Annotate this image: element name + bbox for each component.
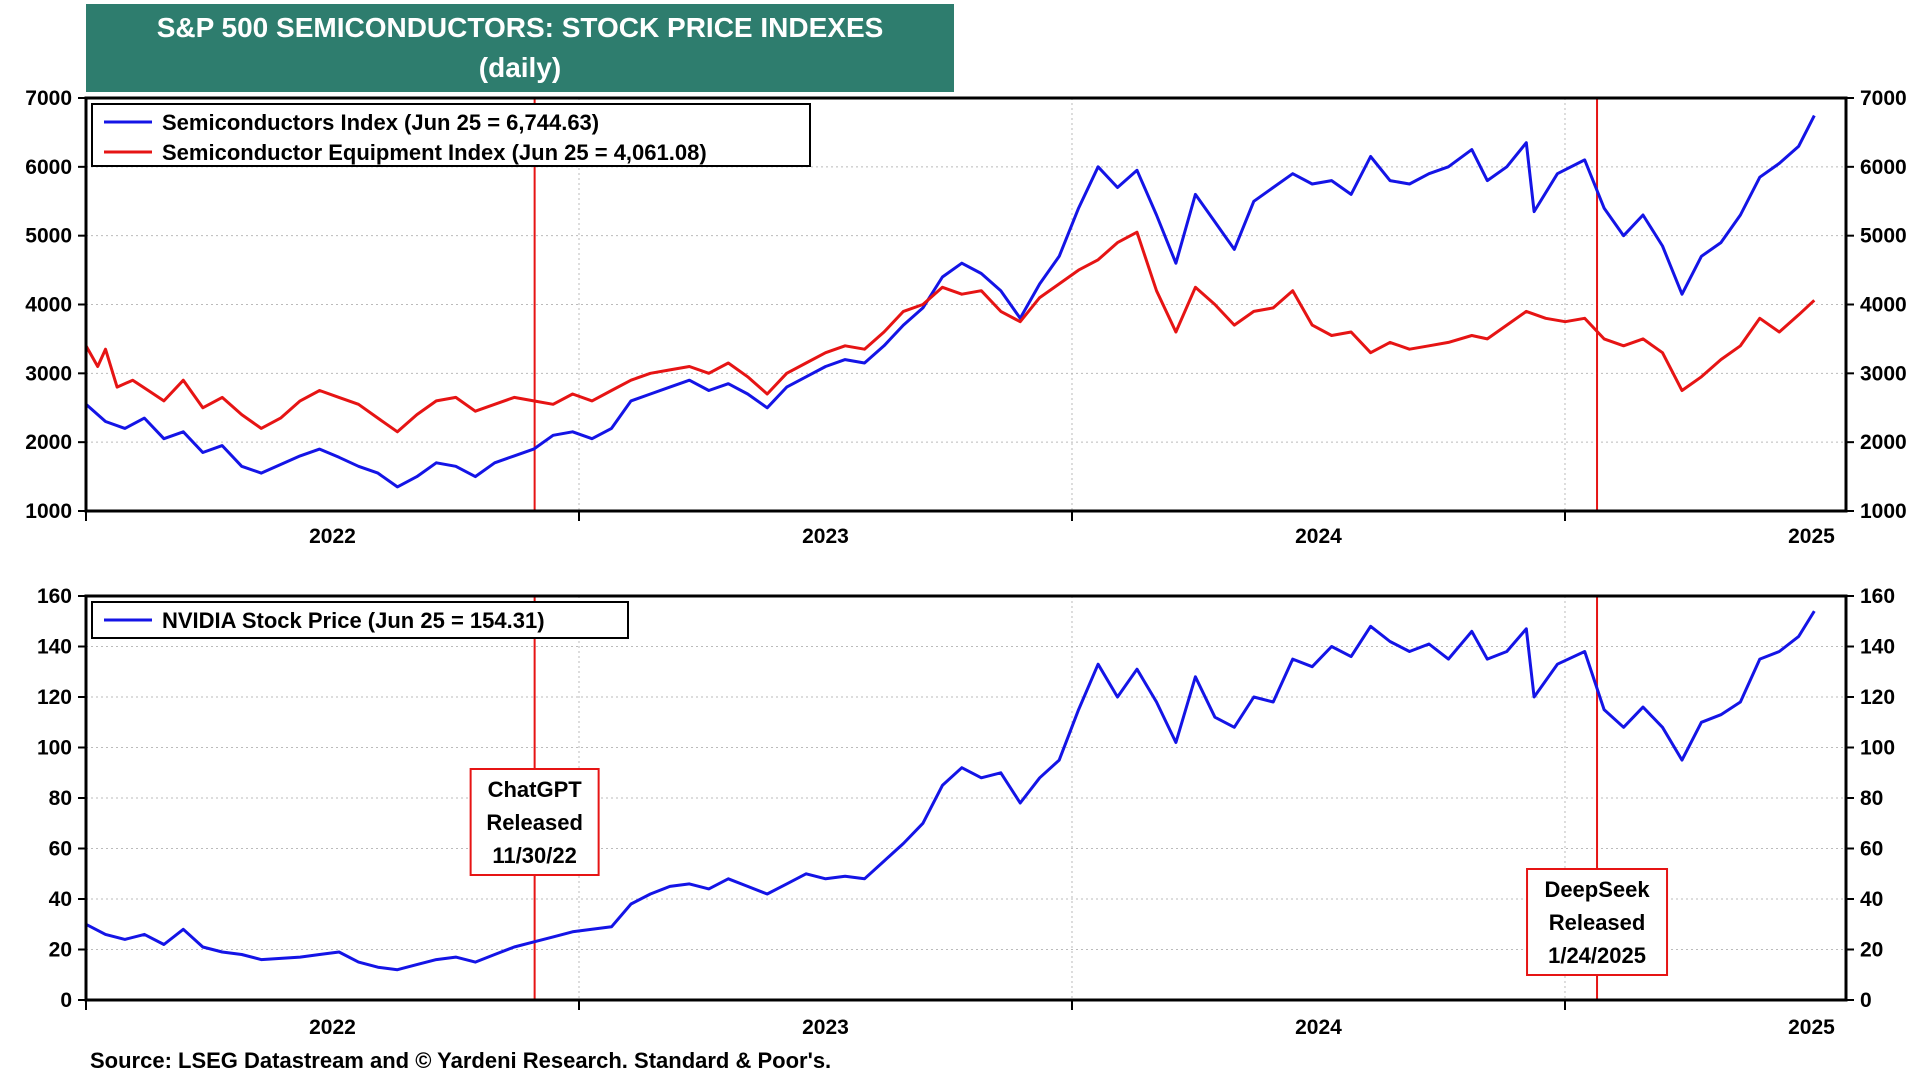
y-tick-label-right: 160 xyxy=(1860,585,1895,608)
top-chart-panel: 1000 1000 2000 2000 3000 3000 4000 4000 5000 5000… xyxy=(25,87,1906,548)
x-tick-label: 2023 xyxy=(802,525,849,548)
y-tick-label-left: 1000 xyxy=(25,500,72,523)
y-tick-label-left: 100 xyxy=(37,737,72,760)
annotation-text: Released xyxy=(486,810,583,835)
chart-title: S&P 500 SEMICONDUCTORS: STOCK PRICE INDE… xyxy=(156,12,884,43)
legend-entry: NVIDIA Stock Price (Jun 25 = 154.31) xyxy=(162,608,545,633)
y-tick-label-right: 40 xyxy=(1860,888,1883,911)
y-tick-label-right: 80 xyxy=(1860,787,1883,810)
x-tick-label: 2022 xyxy=(309,525,356,548)
y-tick-label-right: 2000 xyxy=(1860,431,1907,454)
annotation-text: Released xyxy=(1549,910,1646,935)
legend-entry: Semiconductor Equipment Index (Jun 25 = … xyxy=(162,140,707,165)
y-tick-label-right: 120 xyxy=(1860,686,1895,709)
chart-subtitle: (daily) xyxy=(478,52,562,83)
x-tick-label: 2025 xyxy=(1788,1016,1835,1039)
legend-entry: Semiconductors Index (Jun 25 = 6,744.63) xyxy=(162,110,599,135)
chart-title-banner: S&P 500 SEMICONDUCTORS: STOCK PRICE INDE… xyxy=(86,4,954,92)
y-tick-label-right: 0 xyxy=(1860,989,1872,1012)
x-tick-label: 2024 xyxy=(1295,525,1342,548)
plot-frame xyxy=(84,594,1848,1002)
series-line xyxy=(85,610,1816,972)
x-tick-label: 2022 xyxy=(309,1016,356,1039)
y-tick-label-left: 5000 xyxy=(25,225,72,248)
y-tick-label-right: 100 xyxy=(1860,737,1895,760)
source-note: Source: LSEG Datastream and © Yardeni Re… xyxy=(90,1048,832,1073)
x-tick-label: 2023 xyxy=(802,1016,849,1039)
series-line xyxy=(85,114,1816,489)
y-tick-label-right: 6000 xyxy=(1860,156,1907,179)
y-tick-label-right: 7000 xyxy=(1860,87,1907,110)
series-line xyxy=(84,230,1816,434)
y-tick-label-left: 80 xyxy=(49,787,72,810)
y-tick-label-left: 3000 xyxy=(25,362,72,385)
plot-frame xyxy=(84,96,1848,513)
annotation-text: 11/30/22 xyxy=(492,843,576,868)
y-tick-label-left: 40 xyxy=(49,888,72,911)
annotation-text: 1/24/2025 xyxy=(1548,943,1646,968)
y-tick-label-right: 140 xyxy=(1860,636,1895,659)
y-tick-label-right: 3000 xyxy=(1860,362,1907,385)
annotation-text: DeepSeek xyxy=(1544,877,1650,902)
y-tick-label-right: 20 xyxy=(1860,939,1883,962)
legend-box xyxy=(91,103,811,167)
y-tick-label-right: 4000 xyxy=(1860,294,1907,317)
y-tick-label-left: 120 xyxy=(37,686,72,709)
x-tick-label: 2025 xyxy=(1788,525,1835,548)
bottom-chart-panel: 0 0 20 20 40 40 60 60 80 80 100 100 120 120 140 140 160 1… xyxy=(37,585,1895,1039)
y-tick-label-left: 7000 xyxy=(25,87,72,110)
y-tick-label-left: 20 xyxy=(49,939,72,962)
x-tick-label: 2024 xyxy=(1295,1016,1342,1039)
y-tick-label-left: 6000 xyxy=(25,156,72,179)
y-tick-label-left: 0 xyxy=(60,989,72,1012)
y-tick-label-right: 1000 xyxy=(1860,500,1907,523)
y-tick-label-left: 60 xyxy=(49,838,72,861)
annotation-box xyxy=(469,768,600,876)
annotation-box xyxy=(1526,868,1669,976)
y-tick-label-right: 5000 xyxy=(1860,225,1907,248)
y-tick-label-left: 2000 xyxy=(25,431,72,454)
y-tick-label-left: 4000 xyxy=(25,294,72,317)
y-tick-label-left: 140 xyxy=(37,636,72,659)
annotation-text: ChatGPT xyxy=(488,777,583,802)
legend-box xyxy=(91,601,629,639)
y-tick-label-left: 160 xyxy=(37,585,72,608)
y-tick-label-right: 60 xyxy=(1860,838,1883,861)
